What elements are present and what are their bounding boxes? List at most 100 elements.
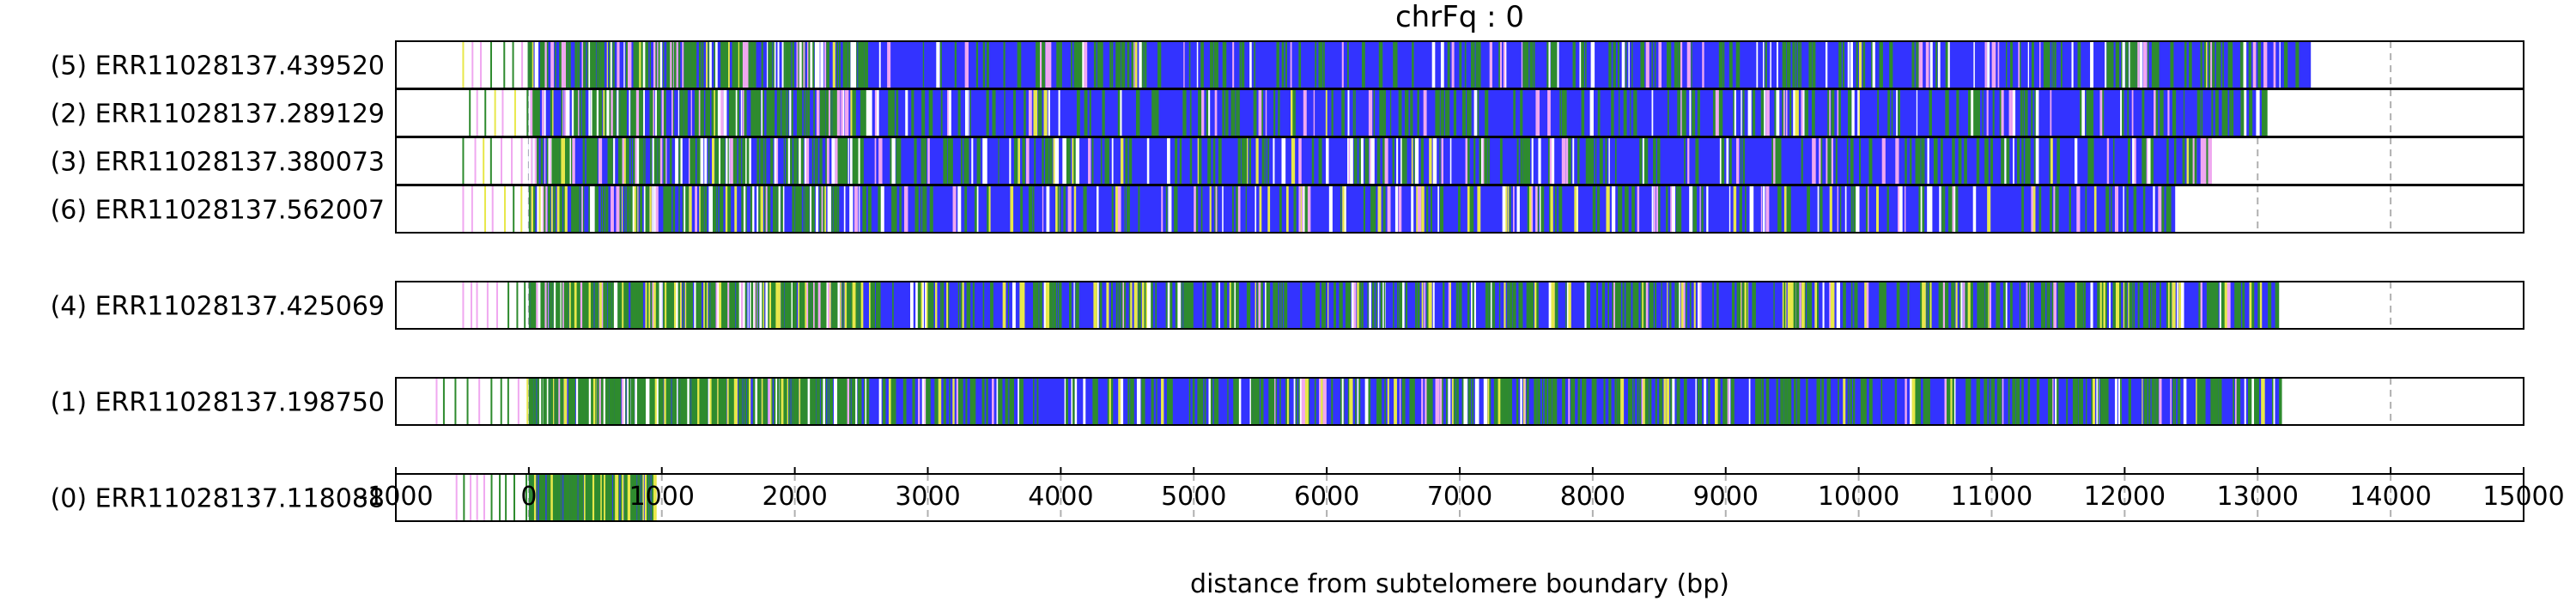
read-stripe xyxy=(663,41,665,88)
read-stripe xyxy=(1064,378,1066,425)
read-stripe xyxy=(1182,89,1187,137)
read-stripe xyxy=(1313,89,1315,137)
read-stripe xyxy=(1165,282,1168,329)
read-stripe xyxy=(1911,378,1916,425)
read-stripe xyxy=(537,137,539,185)
read-stripe xyxy=(2203,137,2207,185)
read-stripe xyxy=(738,137,742,185)
read-stripe xyxy=(1678,41,1682,88)
read-stripe xyxy=(1485,89,1489,137)
read-stripe xyxy=(836,89,841,137)
read-stripe xyxy=(738,41,740,88)
read-stripe xyxy=(1325,89,1327,137)
read-stripe xyxy=(1535,89,1540,137)
read-stripe xyxy=(1836,282,1841,329)
read-stripe xyxy=(1411,137,1413,185)
read-stripe xyxy=(694,282,697,329)
read-stripe xyxy=(1389,89,1392,137)
read-stripe xyxy=(1645,41,1649,88)
read-stripe xyxy=(1082,41,1085,88)
read-stripe xyxy=(1984,137,1989,185)
read-stripes xyxy=(528,89,2268,137)
read-stripe xyxy=(1321,378,1323,425)
read-stripe xyxy=(630,282,634,329)
read-stripe xyxy=(2261,378,2265,425)
read-stripe xyxy=(633,41,637,88)
read-stripe xyxy=(583,378,586,425)
read-stripe xyxy=(1118,282,1121,329)
read-stripe xyxy=(1617,41,1620,88)
read-stripe xyxy=(750,89,755,137)
read-stripe xyxy=(1189,89,1192,137)
read-stripe xyxy=(1235,378,1240,425)
read-stripe xyxy=(1196,41,1199,88)
read-stripe xyxy=(1827,89,1830,137)
read-stripe xyxy=(954,41,957,88)
read-stripe xyxy=(1699,185,1701,233)
read-stripe xyxy=(1270,378,1273,425)
read-stripe xyxy=(1322,378,1327,425)
read-stripe xyxy=(538,282,542,329)
read-stripe xyxy=(1976,378,1981,425)
read-stripe xyxy=(534,137,537,185)
read-stripe xyxy=(971,137,974,185)
read-stripe xyxy=(738,378,743,425)
read-stripe xyxy=(798,41,799,88)
read-stripe xyxy=(1059,282,1062,329)
read-stripe xyxy=(1037,41,1041,88)
read-stripe xyxy=(1577,137,1580,185)
read-stripe xyxy=(1739,185,1742,233)
read-stripe xyxy=(855,282,858,329)
read-stripe xyxy=(462,137,465,185)
read-stripe xyxy=(1353,282,1357,329)
read-stripe xyxy=(1686,282,1687,329)
read-stripe xyxy=(835,89,838,137)
read-stripe xyxy=(671,378,676,425)
read-stripe xyxy=(1622,282,1625,329)
read-stripe xyxy=(649,378,653,425)
read-stripe xyxy=(1835,137,1838,185)
read-stripe xyxy=(2182,137,2185,185)
read-stripe xyxy=(1325,137,1329,185)
read-stripe xyxy=(647,378,650,425)
read-row: (3) ERR11028137.380073 xyxy=(51,137,2524,185)
read-stripe xyxy=(940,282,942,329)
read-stripe xyxy=(2013,137,2014,185)
read-stripe xyxy=(1200,378,1204,425)
read-stripe xyxy=(532,474,536,521)
read-stripe xyxy=(816,378,820,425)
read-stripe xyxy=(1467,282,1470,329)
read-stripe xyxy=(1448,282,1451,329)
read-stripe xyxy=(1035,282,1036,329)
read-stripe xyxy=(2002,378,2004,425)
read-stripe xyxy=(1300,282,1303,329)
read-stripe xyxy=(700,137,704,185)
read-stripe xyxy=(1689,185,1693,233)
read-stripe xyxy=(1608,378,1612,425)
read-stripe xyxy=(1467,137,1470,185)
read-stripe xyxy=(826,41,830,88)
read-stripe xyxy=(618,89,621,137)
read-stripe xyxy=(864,89,868,137)
read-stripe xyxy=(655,137,658,185)
read-stripe xyxy=(1056,282,1059,329)
read-stripe xyxy=(583,41,586,88)
read-stripe xyxy=(888,89,891,137)
read-stripe xyxy=(1847,41,1850,88)
read-stripe xyxy=(818,378,820,425)
read-stripe xyxy=(1785,378,1788,425)
read-stripe xyxy=(611,282,615,329)
read-stripe xyxy=(1853,378,1856,425)
read-stripe xyxy=(2263,41,2268,88)
read-stripe xyxy=(1047,137,1049,185)
read-stripe xyxy=(607,185,609,233)
read-stripe xyxy=(1124,185,1126,233)
read-stripe xyxy=(866,378,870,425)
read-stripe xyxy=(564,378,568,425)
read-stripe xyxy=(2016,137,2020,185)
read-stripe xyxy=(1783,89,1785,137)
read-stripe xyxy=(775,185,777,233)
read-stripe xyxy=(767,185,771,233)
read-stripe xyxy=(1821,378,1825,425)
read-stripe xyxy=(680,378,683,425)
